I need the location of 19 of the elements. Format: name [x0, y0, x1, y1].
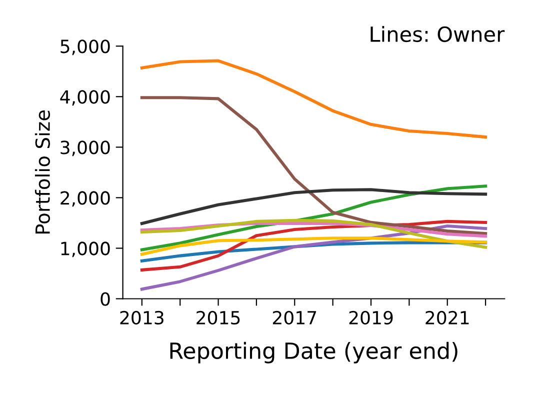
chart-title: Lines: Owner — [370, 26, 505, 42]
line-series — [140, 218, 488, 249]
x-tick-label: 2013 — [120, 310, 164, 325]
x-tick-label: 2017 — [272, 310, 316, 325]
line-series — [140, 236, 488, 256]
line-series — [140, 188, 488, 225]
x-tick-label: 2019 — [349, 310, 393, 325]
x-tick-label: 2015 — [196, 310, 240, 325]
y-tick-label: 0 — [100, 292, 110, 306]
x-tick-label: 2021 — [426, 310, 469, 325]
x-axis-title: Reporting Date (year end) — [170, 342, 458, 364]
y-tick-label: 1,000 — [61, 242, 110, 258]
line-series — [140, 96, 488, 236]
y-tick-label: 2,000 — [60, 191, 110, 207]
y-tick-label: 3,000 — [60, 140, 110, 156]
line-series — [140, 59, 488, 139]
y-tick-label: 5,000 — [60, 40, 110, 56]
y-tick-label: 4,000 — [60, 90, 110, 106]
y-axis-title: Portfolio Size — [34, 110, 50, 234]
